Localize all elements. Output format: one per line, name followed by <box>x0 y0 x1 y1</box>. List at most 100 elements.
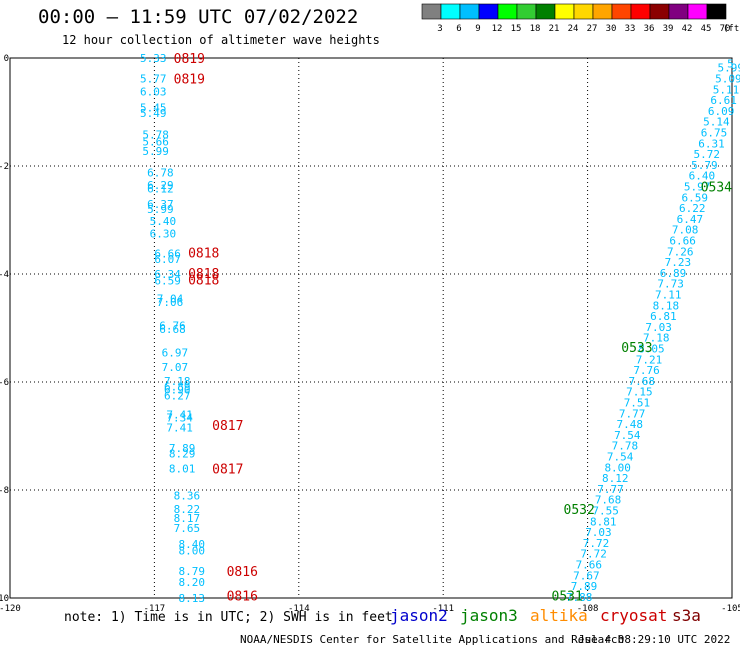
swh-value-label: 7.72 <box>580 548 607 561</box>
swh-value-label: 6.34 <box>154 268 181 281</box>
swh-value-label: 5.72 <box>693 148 720 161</box>
swh-value-label: 6.66 <box>669 235 696 248</box>
swh-value-label: 8.29 <box>169 447 196 460</box>
swh-value-label: 7.89 <box>169 442 196 455</box>
colorbar-swatch <box>630 3 651 20</box>
colorbar-label: 3 <box>437 24 442 34</box>
chart-subtitle: 12 hour collection of altimeter wave hei… <box>62 33 380 47</box>
swh-value-label: 6.90 <box>164 384 191 397</box>
swh-value-label: 6.37 <box>147 198 174 211</box>
swh-value-label: 7.06 <box>157 296 184 309</box>
colorbar-swatch <box>554 3 575 20</box>
colorbar-label: 36 <box>644 24 655 34</box>
pass-time-label: 0818 <box>188 246 219 261</box>
swh-value-label: 8.20 <box>178 576 205 589</box>
swh-value-label: 5.40 <box>150 215 177 228</box>
swh-value-label: 7.03 <box>645 321 672 334</box>
colorbar-swatch <box>573 3 594 20</box>
y-tick-label: -6 <box>0 378 9 388</box>
swh-value-label: 7.34 <box>166 412 193 425</box>
pass-time-label: 0819 <box>174 73 205 88</box>
swh-value-label: 6.89 <box>164 380 191 393</box>
swh-value-label: 7.54 <box>607 451 634 464</box>
swh-value-label: 5.99 <box>142 145 169 158</box>
swh-value-label: 5.49 <box>140 107 167 120</box>
swh-value-label: 7.23 <box>665 256 692 269</box>
colorbar-label: 27 <box>587 24 598 34</box>
swh-value-label: 7.73 <box>657 278 684 291</box>
generated-timestamp: Jul 4 08:29:10 UTC 2022 <box>578 633 731 646</box>
swh-value-label: 8.01 <box>169 462 196 475</box>
swh-value-label: 8.12 <box>602 472 629 485</box>
colorbar-swatch <box>687 3 708 20</box>
swh-value-label: 5.11 <box>713 83 740 96</box>
swh-value-label: 6.47 <box>677 213 704 226</box>
x-tick-label: -108 <box>577 604 599 614</box>
colorbar-swatch <box>440 3 461 20</box>
plot-frame <box>9 57 733 599</box>
swh-value-label: 5.78 <box>142 129 169 142</box>
colorbar-label: 42 <box>682 24 693 34</box>
colorbar-unit: (ft) <box>723 24 740 34</box>
swh-value-label: 8.05 <box>638 343 665 356</box>
swh-value-label: 6.40 <box>689 170 716 183</box>
swh-value-label: 6.75 <box>701 127 728 140</box>
swh-value-label: 5 <box>727 57 734 70</box>
x-tick-label: -105 <box>721 604 740 614</box>
pass-time-label: 0817 <box>212 462 243 477</box>
swh-value-label: 6.59 <box>681 191 708 204</box>
colorbar-swatch <box>706 3 727 20</box>
swh-value-label: 6.81 <box>650 310 677 323</box>
swh-value-label: 7.78 <box>612 440 639 453</box>
colorbar-label: 24 <box>568 24 579 34</box>
swh-value-label: 5.79 <box>691 159 718 172</box>
swh-value-label: 6.66 <box>154 247 181 260</box>
swh-value-label: 7.26 <box>667 245 694 258</box>
pass-time-label: 0532 <box>564 503 595 518</box>
swh-value-label: 5.66 <box>142 136 169 149</box>
swh-value-label: 5.33 <box>140 52 167 65</box>
swh-value-label: 8.00 <box>178 544 205 557</box>
swh-value-label: 6.12 <box>147 183 174 196</box>
colorbar-swatch <box>497 3 518 20</box>
pass-time-label: 0816 <box>227 589 258 604</box>
swh-value-label: 8.17 <box>174 512 201 525</box>
swh-value-label: 7.68 <box>629 375 656 388</box>
swh-value-label: 6.22 <box>679 202 706 215</box>
swh-value-label: 8.22 <box>174 503 201 516</box>
swh-value-label: 7.77 <box>597 483 624 496</box>
swh-value-label: 6.61 <box>710 94 737 107</box>
colorbar-label: 45 <box>701 24 712 34</box>
swh-value-label: 7.88 <box>566 591 593 604</box>
swh-value-label: 8.81 <box>590 515 617 528</box>
pass-time-label: 0534 <box>701 181 732 196</box>
colorbar-label: 21 <box>549 24 560 34</box>
colorbar-swatch <box>668 3 689 20</box>
swh-value-label: 7.48 <box>616 418 643 431</box>
swh-value-label: 6.59 <box>154 274 181 287</box>
swh-value-label: 7.51 <box>624 397 651 410</box>
swh-value-label: 6.07 <box>154 253 181 266</box>
colorbar-label: 15 <box>511 24 522 34</box>
swh-value-label: 7.08 <box>672 224 699 237</box>
legend-altika: altika <box>530 606 588 625</box>
swh-value-label: 8.18 <box>653 299 680 312</box>
swh-value-label: 7.55 <box>592 505 619 518</box>
swh-value-label: 6.76 <box>159 319 186 332</box>
swh-value-label: 7.11 <box>655 289 682 302</box>
swh-value-label: 7.07 <box>162 361 189 374</box>
swh-value-label: 6.27 <box>164 390 191 403</box>
x-tick-label: -120 <box>0 604 21 614</box>
footnote: note: 1) Time is in UTC; 2) SWH is in fe… <box>64 610 393 625</box>
swh-value-label: 6.30 <box>150 228 177 241</box>
swh-value-label: 6.97 <box>162 346 189 359</box>
swh-value-label: 7.18 <box>643 332 670 345</box>
legend-jason3: jason3 <box>460 606 518 625</box>
swh-value-label: 7.76 <box>633 364 660 377</box>
swh-value-label: 8.79 <box>178 565 205 578</box>
swh-value-label: 7.21 <box>636 353 663 366</box>
y-tick-label: -8 <box>0 486 9 496</box>
swh-value-label: 5.77 <box>140 73 167 86</box>
swh-value-label: 5.99 <box>718 62 740 75</box>
